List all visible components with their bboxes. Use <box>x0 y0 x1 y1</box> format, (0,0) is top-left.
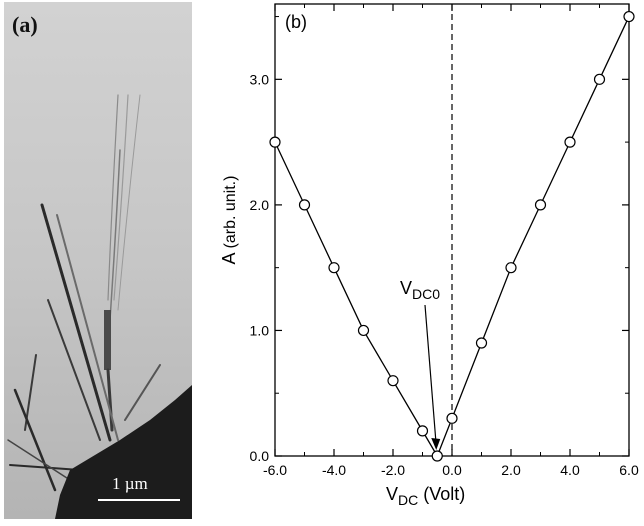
data-point <box>269 136 281 148</box>
chart-panel: -6.0 -4.0 -2.0 0.0 2.0 4.0 6.0 0.0 1.0 2.0 3.0 (b) V… <box>195 0 644 521</box>
panel-b-label: (b) <box>285 12 307 32</box>
x-axis-label: VDC (Volt) <box>386 484 465 508</box>
y-tick-label: 2.0 <box>250 197 270 213</box>
x-tick-label: 2.0 <box>501 462 521 478</box>
x-tick-label: -6.0 <box>263 462 287 478</box>
data-point <box>328 262 340 274</box>
annotation-arrow <box>424 304 437 447</box>
y-axis-label: A (arb. unit.) <box>219 176 239 265</box>
data-point <box>357 324 370 337</box>
data-point <box>564 136 576 148</box>
data-point <box>593 73 606 85</box>
substrate <box>55 385 192 519</box>
data-point <box>387 375 399 387</box>
annotation-arrowhead <box>431 438 441 450</box>
x-tick-label: 0.0 <box>442 462 462 478</box>
data-point <box>416 425 429 437</box>
panel-a-label: (a) <box>12 12 38 37</box>
micrograph-image <box>4 2 192 519</box>
data-point <box>534 199 547 211</box>
series-line <box>274 16 630 458</box>
scale-bar-label: 1 µm <box>112 474 148 493</box>
data-point <box>446 412 458 424</box>
micrograph-panel: (a) 1 µm <box>0 0 195 521</box>
x-tick-label: 4.0 <box>560 462 580 478</box>
y-tick-label: 3.0 <box>250 71 270 87</box>
nanotube-strands <box>7 94 161 492</box>
data-point <box>475 337 488 349</box>
amplitude-chart: -6.0 -4.0 -2.0 0.0 2.0 4.0 6.0 0.0 1.0 2.0 3.0 (b) V… <box>219 3 639 508</box>
data-point <box>298 199 311 211</box>
data-point <box>505 262 517 274</box>
data-point <box>431 450 443 462</box>
x-tick-label: -4.0 <box>322 462 346 478</box>
data-point <box>623 10 635 23</box>
annotation-vdc0: VDC0 <box>400 278 440 302</box>
x-tick-label: -2.0 <box>381 462 405 478</box>
y-tick-label: 0.0 <box>250 448 270 464</box>
x-tick-label: 6.0 <box>619 462 639 478</box>
y-tick-label: 1.0 <box>250 322 270 338</box>
